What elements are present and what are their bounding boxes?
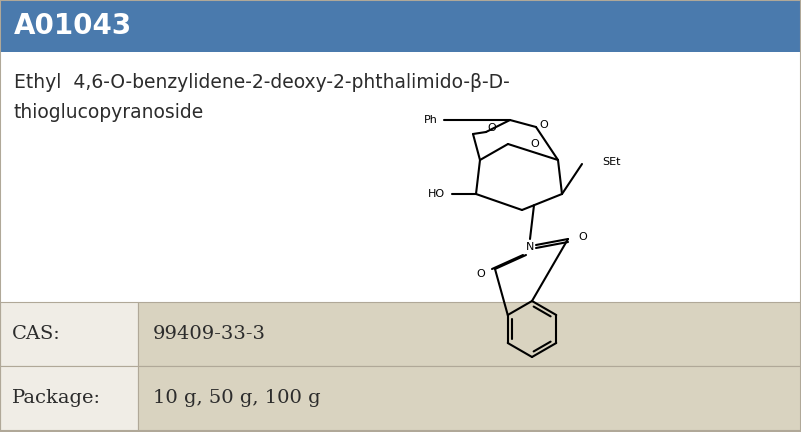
FancyBboxPatch shape — [138, 366, 801, 430]
Text: Ethyl  4,6-O-benzylidene-2-deoxy-2-phthalimido-β-D-: Ethyl 4,6-O-benzylidene-2-deoxy-2-phthal… — [14, 73, 509, 92]
Text: Ph: Ph — [424, 115, 438, 125]
FancyBboxPatch shape — [0, 366, 138, 430]
Text: A01043: A01043 — [14, 12, 132, 40]
Text: 99409-33-3: 99409-33-3 — [153, 325, 266, 343]
Text: O: O — [530, 139, 539, 149]
Text: Package:: Package: — [12, 389, 101, 407]
Text: O: O — [477, 269, 485, 279]
FancyBboxPatch shape — [0, 0, 801, 52]
FancyBboxPatch shape — [0, 302, 138, 366]
Text: HO: HO — [428, 189, 445, 199]
Text: O: O — [578, 232, 587, 242]
Text: O: O — [540, 120, 549, 130]
Text: CAS:: CAS: — [12, 325, 61, 343]
Text: SEt: SEt — [602, 157, 621, 167]
Text: O: O — [488, 123, 497, 133]
FancyBboxPatch shape — [138, 302, 801, 366]
Text: thioglucopyranoside: thioglucopyranoside — [14, 102, 204, 121]
Text: N: N — [525, 242, 534, 252]
Text: 10 g, 50 g, 100 g: 10 g, 50 g, 100 g — [153, 389, 320, 407]
